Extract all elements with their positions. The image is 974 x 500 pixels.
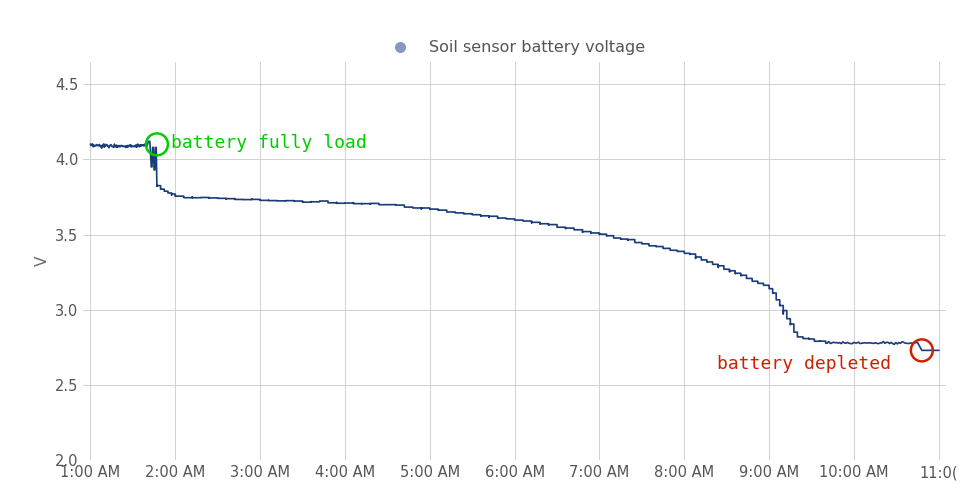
Legend: Soil sensor battery voltage: Soil sensor battery voltage bbox=[378, 34, 652, 62]
Text: battery depleted: battery depleted bbox=[717, 355, 891, 373]
Text: battery fully load: battery fully load bbox=[171, 134, 367, 152]
Y-axis label: V: V bbox=[34, 256, 50, 266]
Point bbox=[149, 140, 165, 148]
Point bbox=[914, 346, 929, 354]
